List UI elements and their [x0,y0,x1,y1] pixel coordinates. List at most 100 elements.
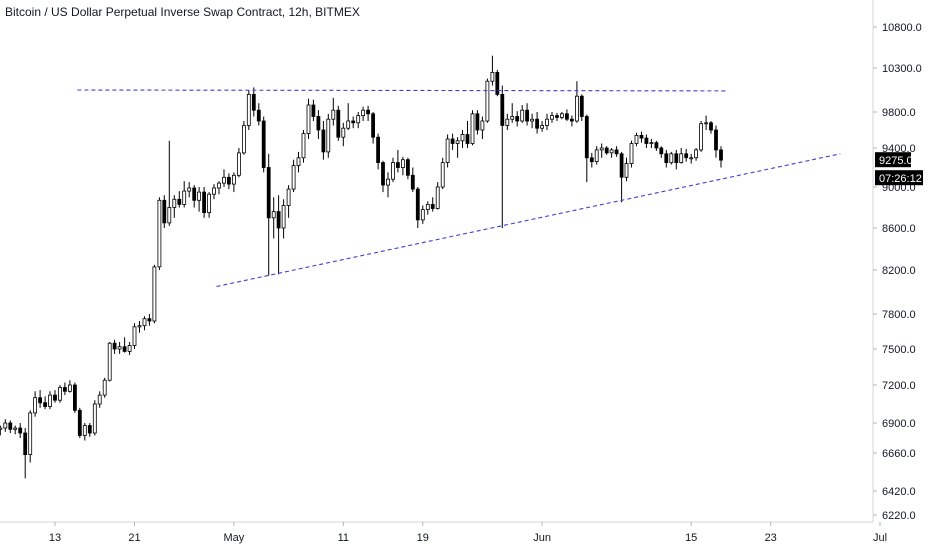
candle [535,112,539,134]
candle [376,133,381,170]
candle [147,314,152,326]
candle [460,130,465,148]
candle [450,133,455,150]
candle [420,205,425,224]
candle [256,103,261,126]
candle [346,103,351,130]
candle-body-down [535,118,539,129]
candle [102,377,107,398]
candle [440,157,445,190]
candle [296,151,301,173]
candle [435,182,440,210]
candle [465,121,470,148]
candle-body-up [545,118,549,126]
candle [202,187,207,218]
candle [584,114,589,183]
candle [197,187,202,212]
candle [659,146,664,158]
candle-body-down [714,129,718,151]
candle [341,122,346,147]
candle [77,407,82,438]
price-tick-label: 7500.0 [882,344,916,356]
candle [157,197,162,270]
candle [0,425,3,436]
price-tick-label: 6220.0 [882,510,916,522]
candle [654,140,659,151]
candle-body-up [679,153,684,164]
time-tick-label: 13 [49,532,61,544]
candle [599,143,604,158]
candle-body-up [609,149,614,154]
candle-body-down [450,138,455,144]
candle [391,157,395,183]
candle-body-up [92,403,97,434]
candle [560,112,564,120]
candle-body-up [699,123,703,151]
candle-body-up [97,394,102,405]
candle-body-up [420,209,425,221]
candle-body-up [167,207,172,224]
candle-body-down [226,176,231,185]
candle [97,391,102,408]
time-tick-label: 19 [417,532,429,544]
candle-body-down [251,94,256,111]
price-axis[interactable]: 6220.0 6420.0 6660.0 6900.0 7200.0 7500.0 7800… [872,0,922,522]
candle [68,380,72,393]
trendline[interactable] [77,89,729,92]
candle [684,149,689,162]
candle-body-down [589,157,594,163]
candle-body-up [505,118,510,126]
price-tick-label: 10800.0 [882,22,922,34]
trendline[interactable] [216,153,841,288]
candle [704,115,708,130]
candle-body-down [579,95,584,117]
candle [530,113,534,129]
candle-body-down [38,397,42,404]
candle [555,112,559,121]
price-tick-label: 6660.0 [882,448,916,460]
candle-body-down [584,116,589,159]
candle-body-down [674,153,679,164]
candle [629,140,634,168]
candle [73,382,77,413]
candle-body-down [371,113,376,138]
candle [679,148,684,164]
candle-body-down [122,346,127,352]
candle [246,90,251,130]
candle [177,191,182,208]
candle [639,131,644,143]
candle-body-up [356,115,361,124]
candle [162,195,167,228]
candle-body-down [614,149,619,155]
candles-layer [0,55,723,479]
candle [485,78,490,123]
candle-body-up [331,109,336,120]
candle [694,148,698,161]
price-tick-label: 7200.0 [882,380,916,392]
candle [614,146,619,157]
candle [395,149,400,173]
candle-body-down [619,153,624,178]
candle [579,94,584,121]
candle-body-up [485,80,490,122]
price-tick-label: 9800.0 [882,107,916,119]
candle [515,111,520,127]
candle-body-up [197,191,202,201]
candle-body-up [361,109,366,116]
candle [500,85,505,228]
candle-body-down [162,199,167,224]
time-axis[interactable]: 1321May1119Jun1523Jul13 [0,521,932,544]
candle-body-down [43,402,47,407]
candle-body-up [102,379,107,396]
candle-body-up [212,187,216,195]
candle-body-down [73,384,77,411]
candle-body-up [455,140,460,144]
last-price-tag [875,152,911,168]
candle-body-up [172,198,177,208]
candle [271,197,276,239]
candle [415,187,420,228]
candle [381,160,385,193]
candle-body-down [316,116,321,131]
